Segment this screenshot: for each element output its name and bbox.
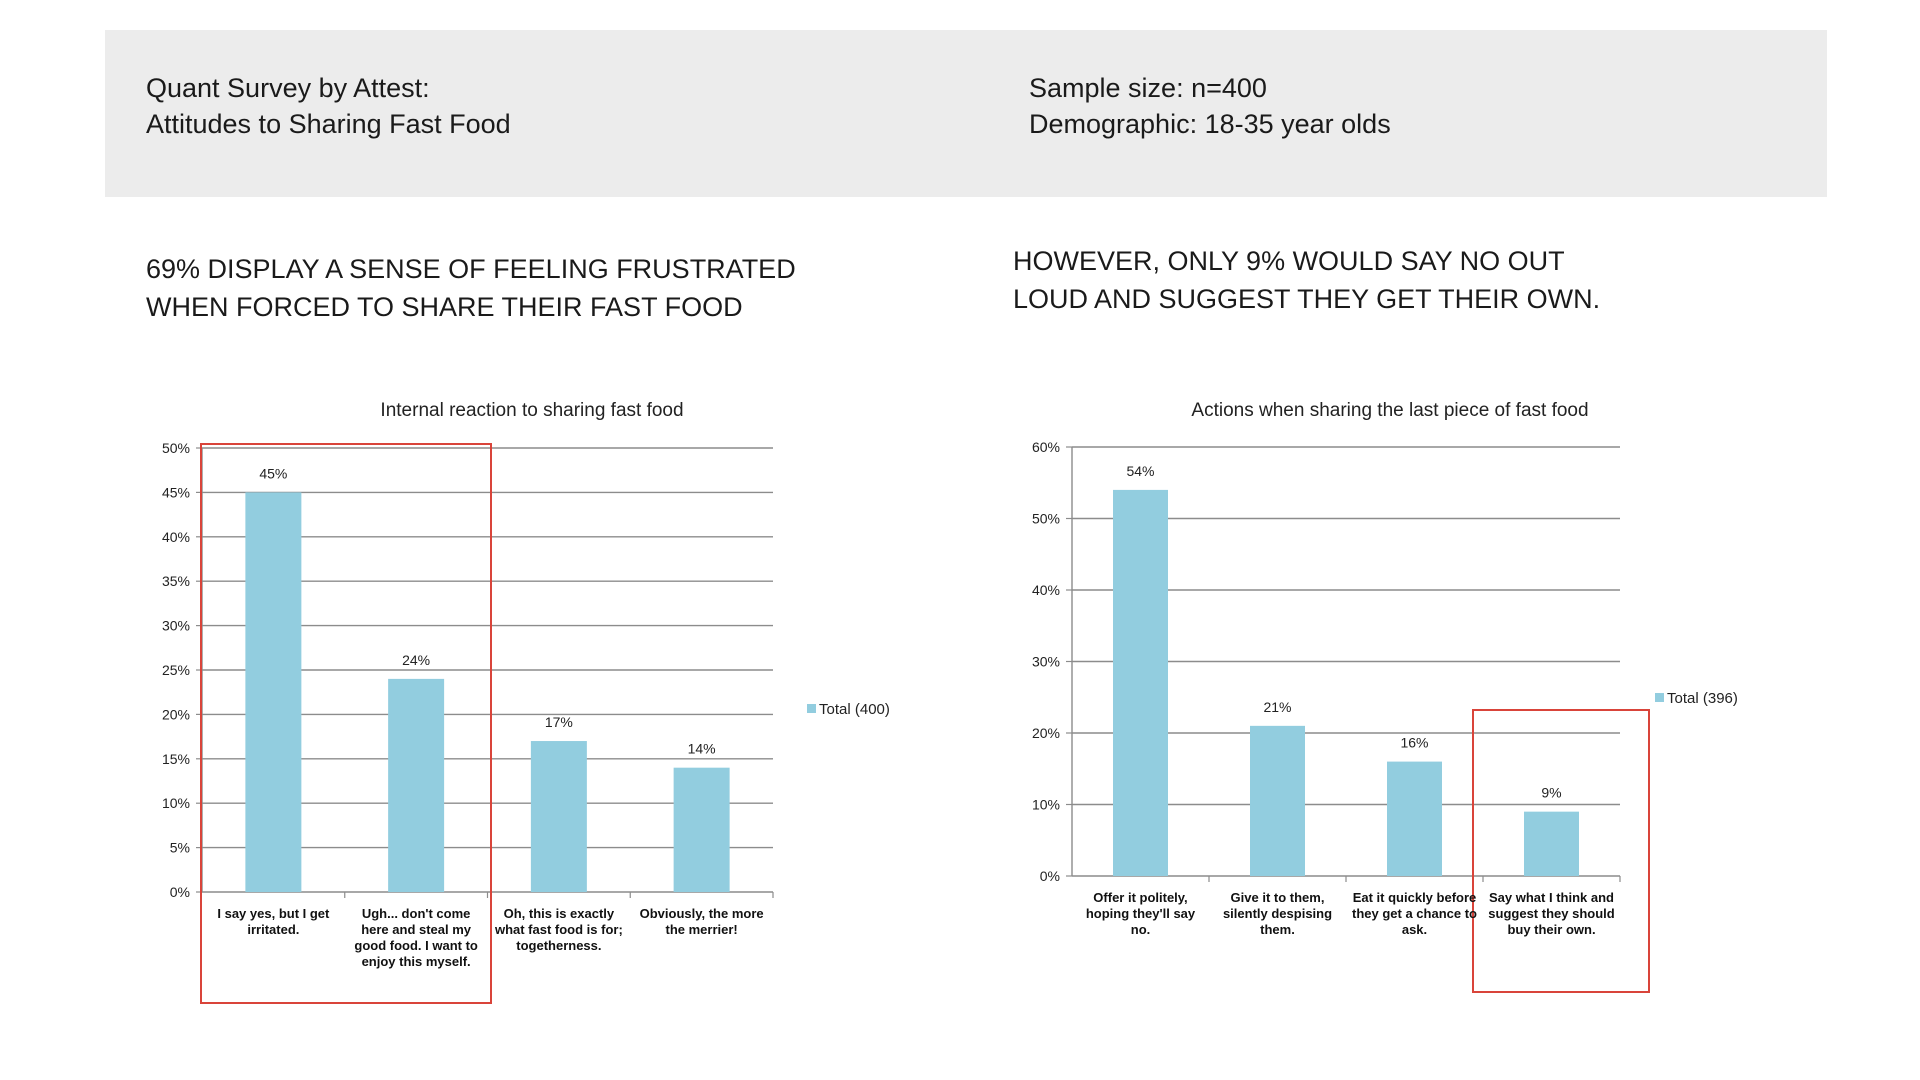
y-tick-label: 20%: [1032, 725, 1060, 741]
header-band: [105, 30, 1827, 197]
y-tick-label: 10%: [162, 795, 190, 811]
data-label: 16%: [1400, 735, 1428, 751]
data-label: 24%: [402, 652, 430, 668]
y-tick-label: 50%: [1032, 511, 1060, 527]
y-tick-label: 50%: [162, 440, 190, 456]
y-tick-label: 30%: [162, 618, 190, 634]
data-label: 9%: [1541, 785, 1561, 801]
y-tick-label: 45%: [162, 484, 190, 500]
y-tick-label: 20%: [162, 706, 190, 722]
y-tick-label: 60%: [1032, 439, 1060, 455]
chart-title: Internal reaction to sharing fast food: [380, 400, 683, 421]
x-category-label: Ugh... don't come here and steal my good…: [354, 906, 478, 969]
y-tick-label: 10%: [1032, 797, 1060, 813]
left-headline-line2: WHEN FORCED TO SHARE THEIR FAST FOOD: [146, 292, 743, 322]
bar: [245, 492, 302, 892]
bar: [1113, 489, 1168, 876]
data-label: 54%: [1126, 463, 1154, 479]
left-headline-line1: 69% DISPLAY A SENSE OF FEELING FRUSTRATE…: [146, 254, 796, 284]
bar: [388, 678, 445, 892]
highlight-box: [200, 443, 492, 1004]
y-tick-label: 25%: [162, 662, 190, 678]
data-label: 17%: [545, 714, 573, 730]
y-tick-label: 0%: [170, 884, 190, 900]
legend-swatch: [1655, 693, 1664, 702]
y-tick-label: 35%: [162, 573, 190, 589]
legend-label: Total (400): [819, 701, 890, 718]
bar: [1387, 761, 1442, 876]
data-label: 21%: [1263, 699, 1291, 715]
right-headline: HOWEVER, ONLY 9% WOULD SAY NO OUT LOUD A…: [1013, 242, 1600, 318]
bar: [1250, 725, 1305, 876]
left-headline: 69% DISPLAY A SENSE OF FEELING FRUSTRATE…: [146, 250, 796, 326]
sample-size: Sample size: n=400: [1029, 73, 1267, 103]
survey-title-block: Quant Survey by Attest: Attitudes to Sha…: [146, 70, 511, 142]
y-tick-label: 40%: [1032, 582, 1060, 598]
legend-swatch: [807, 704, 816, 713]
x-category-label: Obviously, the more the merrier!: [639, 906, 764, 937]
data-label: 14%: [688, 741, 716, 757]
legend-label: Total (396): [1667, 690, 1738, 707]
bar: [530, 741, 587, 892]
y-tick-label: 0%: [1040, 868, 1060, 884]
survey-title-line1: Quant Survey by Attest:: [146, 73, 430, 103]
demographic: Demographic: 18-35 year olds: [1029, 109, 1391, 139]
x-category-label: Eat it quickly before they get a chance …: [1352, 890, 1477, 937]
y-tick-label: 15%: [162, 751, 190, 767]
chart-title: Actions when sharing the last piece of f…: [1191, 400, 1588, 421]
y-tick-label: 40%: [162, 529, 190, 545]
y-tick-label: 30%: [1032, 654, 1060, 670]
data-label: 45%: [259, 465, 287, 481]
survey-title-line2: Attitudes to Sharing Fast Food: [146, 109, 511, 139]
x-category-label: Say what I think and suggest they should…: [1488, 890, 1615, 937]
survey-meta-block: Sample size: n=400 Demographic: 18-35 ye…: [1029, 70, 1391, 142]
bar: [1524, 811, 1579, 876]
x-category-label: Offer it politely, hoping they'll say no…: [1085, 890, 1196, 937]
bar: [673, 767, 730, 892]
right-headline-line1: HOWEVER, ONLY 9% WOULD SAY NO OUT: [1013, 246, 1565, 276]
x-category-label: Oh, this is exactly what fast food is fo…: [494, 906, 623, 953]
x-category-label: I say yes, but I get irritated.: [217, 906, 330, 937]
highlight-box: [1472, 709, 1650, 993]
right-headline-line2: LOUD AND SUGGEST THEY GET THEIR OWN.: [1013, 284, 1601, 314]
y-tick-label: 5%: [170, 840, 190, 856]
x-category-label: Give it to them, silently despising them…: [1222, 890, 1333, 937]
